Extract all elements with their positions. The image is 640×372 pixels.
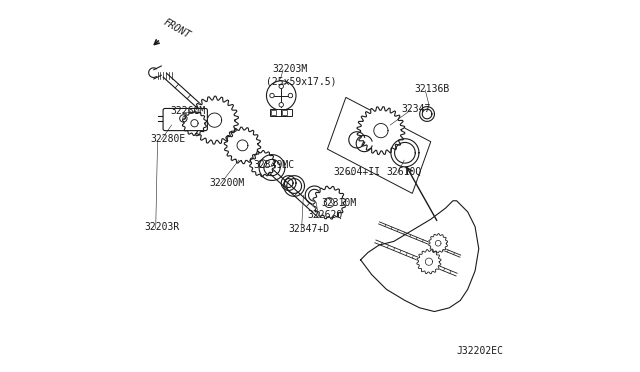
Circle shape — [279, 103, 284, 107]
Text: 32604+II: 32604+II — [333, 167, 380, 177]
Text: 32203M: 32203M — [272, 64, 307, 74]
Polygon shape — [224, 127, 260, 164]
Polygon shape — [191, 96, 239, 144]
FancyBboxPatch shape — [163, 109, 207, 131]
Bar — [271, 110, 276, 115]
Polygon shape — [429, 234, 447, 253]
Text: 32310M: 32310M — [322, 198, 357, 208]
Text: 32347+D: 32347+D — [289, 224, 330, 234]
Text: (25x59x17.5): (25x59x17.5) — [266, 77, 337, 86]
Text: J32202EC: J32202EC — [456, 346, 504, 356]
Polygon shape — [250, 151, 276, 177]
Text: 32349MC: 32349MC — [253, 160, 294, 170]
Text: 32260M: 32260M — [170, 106, 205, 116]
Text: 32262Q: 32262Q — [307, 209, 342, 219]
Text: 32610Q: 32610Q — [387, 167, 422, 177]
Circle shape — [279, 84, 284, 89]
Text: 32200M: 32200M — [209, 178, 244, 188]
Polygon shape — [357, 107, 405, 154]
Bar — [282, 110, 287, 115]
Circle shape — [266, 81, 296, 110]
Bar — [270, 109, 292, 116]
Polygon shape — [313, 186, 346, 219]
Circle shape — [270, 93, 274, 98]
Circle shape — [288, 93, 292, 98]
Text: 32280E: 32280E — [150, 134, 186, 144]
Text: FRONT: FRONT — [162, 17, 193, 40]
Polygon shape — [182, 111, 207, 135]
Text: 32203R: 32203R — [145, 222, 180, 232]
Text: R: R — [182, 116, 186, 121]
Text: 32347: 32347 — [401, 104, 431, 114]
Text: 32136B: 32136B — [414, 84, 449, 94]
Polygon shape — [417, 250, 441, 274]
